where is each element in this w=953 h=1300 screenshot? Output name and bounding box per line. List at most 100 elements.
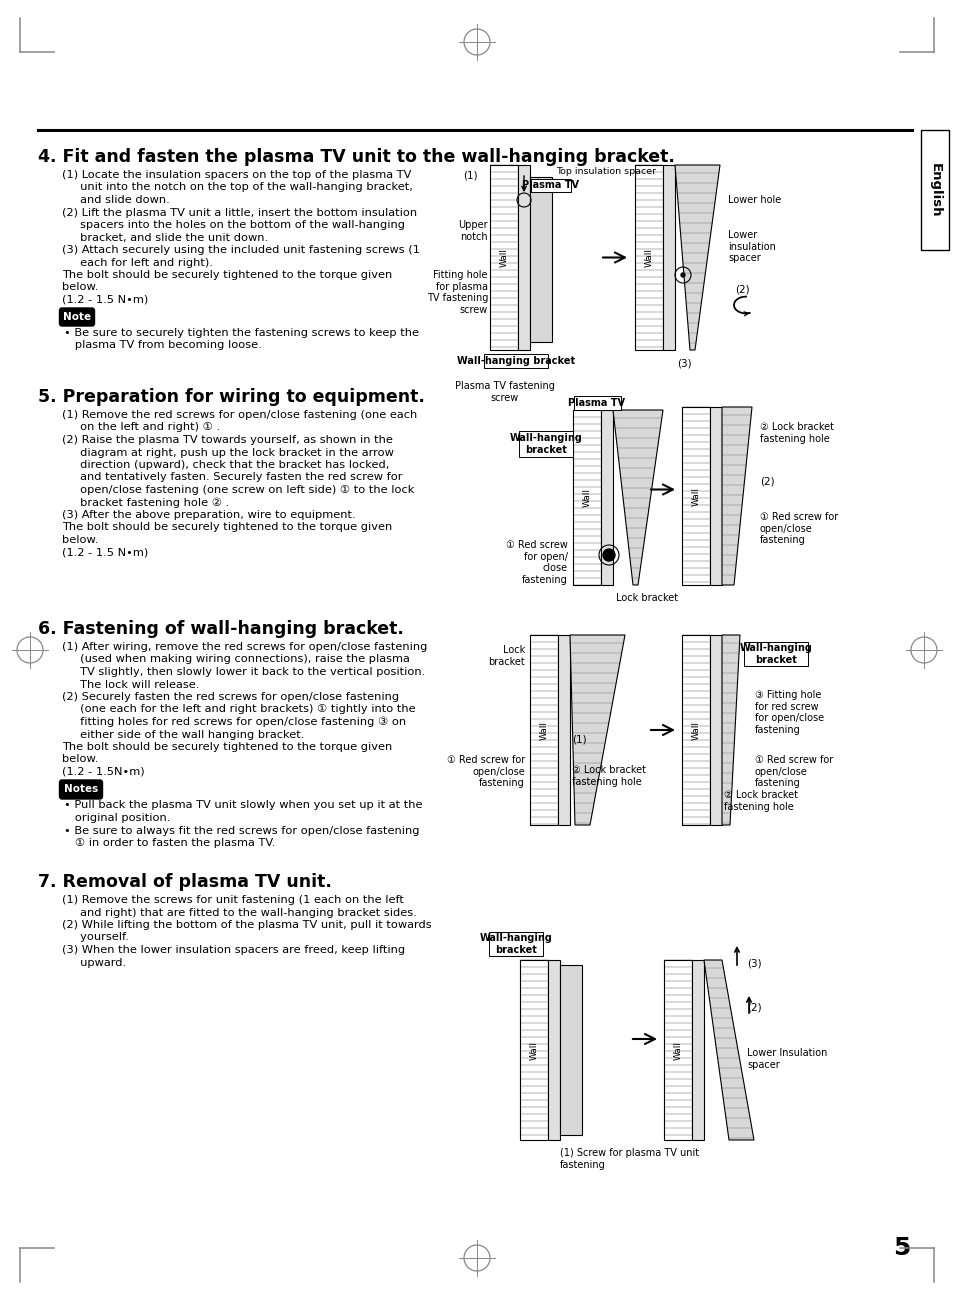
Text: The bolt should be securely tightened to the torque given: The bolt should be securely tightened to… <box>62 270 392 280</box>
Text: 5. Preparation for wiring to equipment.: 5. Preparation for wiring to equipment. <box>38 387 424 406</box>
Text: Plasma TV: Plasma TV <box>522 179 578 190</box>
Bar <box>490 165 517 350</box>
Text: below.: below. <box>62 282 98 293</box>
Bar <box>530 177 552 342</box>
Text: Wall: Wall <box>644 248 653 266</box>
Text: Top insulation spacer: Top insulation spacer <box>556 166 656 176</box>
Text: Wall-hanging bracket: Wall-hanging bracket <box>456 356 575 367</box>
Text: (2) Securely fasten the red screws for open/close fastening: (2) Securely fasten the red screws for o… <box>62 692 398 702</box>
Polygon shape <box>721 634 740 826</box>
Bar <box>530 634 558 826</box>
Bar <box>600 410 613 585</box>
Text: unit into the notch on the top of the wall-hanging bracket,: unit into the notch on the top of the wa… <box>62 182 413 192</box>
Text: and slide down.: and slide down. <box>62 195 170 205</box>
Text: ① Red screw for
open/close
fastening: ① Red screw for open/close fastening <box>754 755 832 788</box>
Text: ③ Fitting hole
for red screw
for open/close
fastening: ③ Fitting hole for red screw for open/cl… <box>754 690 823 734</box>
Text: (1) Remove the screws for unit fastening (1 each on the left: (1) Remove the screws for unit fastening… <box>62 894 403 905</box>
Polygon shape <box>569 634 624 826</box>
Text: Wall: Wall <box>529 1040 537 1059</box>
Text: below.: below. <box>62 536 98 545</box>
Text: Plasma TV fastening
screw: Plasma TV fastening screw <box>455 381 555 403</box>
Text: open/close fastening (one screw on left side) ① to the lock: open/close fastening (one screw on left … <box>62 485 414 495</box>
Text: (1.2 - 1.5N•m): (1.2 - 1.5N•m) <box>62 767 145 777</box>
Text: The lock will release.: The lock will release. <box>62 680 199 689</box>
Bar <box>558 634 569 826</box>
Text: Wall: Wall <box>499 248 508 266</box>
Circle shape <box>680 273 684 277</box>
Text: Wall: Wall <box>582 488 591 507</box>
Text: (2): (2) <box>734 285 749 295</box>
Text: Wall: Wall <box>673 1040 681 1059</box>
Text: (3): (3) <box>746 958 760 968</box>
Text: ② Lock bracket
fastening hole: ② Lock bracket fastening hole <box>760 422 833 443</box>
Text: 7. Removal of plasma TV unit.: 7. Removal of plasma TV unit. <box>38 874 332 890</box>
Text: Plasma TV: Plasma TV <box>568 398 625 408</box>
Text: (2): (2) <box>760 477 774 488</box>
Text: • Be sure to always fit the red screws for open/close fastening: • Be sure to always fit the red screws f… <box>64 826 419 836</box>
Text: (1): (1) <box>572 734 586 745</box>
Text: Wall: Wall <box>691 720 700 740</box>
Text: ② Lock bracket
fastening hole: ② Lock bracket fastening hole <box>572 764 645 786</box>
Text: bracket, and slide the unit down.: bracket, and slide the unit down. <box>62 233 268 243</box>
Text: Wall-hanging
bracket: Wall-hanging bracket <box>509 433 582 455</box>
Text: (2) Raise the plasma TV towards yourself, as shown in the: (2) Raise the plasma TV towards yourself… <box>62 436 393 445</box>
Polygon shape <box>613 410 662 585</box>
Text: diagram at right, push up the lock bracket in the arrow: diagram at right, push up the lock brack… <box>62 447 394 458</box>
Text: (1) Locate the insulation spacers on the top of the plasma TV: (1) Locate the insulation spacers on the… <box>62 170 411 179</box>
Text: English: English <box>927 162 941 217</box>
Bar <box>635 165 662 350</box>
Bar <box>547 959 559 1140</box>
FancyBboxPatch shape <box>489 932 542 955</box>
Text: Note: Note <box>63 312 91 322</box>
FancyBboxPatch shape <box>743 642 807 666</box>
Polygon shape <box>675 165 720 350</box>
Text: fitting holes for red screws for open/close fastening ③ on: fitting holes for red screws for open/cl… <box>62 718 406 728</box>
Polygon shape <box>721 407 751 585</box>
Text: (used when making wiring connections), raise the plasma: (used when making wiring connections), r… <box>62 654 410 664</box>
FancyBboxPatch shape <box>59 780 102 800</box>
Bar <box>559 965 581 1135</box>
Bar <box>681 634 709 826</box>
Text: Wall-hanging
bracket: Wall-hanging bracket <box>479 933 552 954</box>
Text: yourself.: yourself. <box>62 932 129 942</box>
Text: (2): (2) <box>746 1004 760 1013</box>
Text: on the left and right) ① .: on the left and right) ① . <box>62 422 220 433</box>
Bar <box>709 634 721 826</box>
Text: (3) After the above preparation, wire to equipment.: (3) After the above preparation, wire to… <box>62 510 355 520</box>
Text: Upper
notch: Upper notch <box>457 220 488 242</box>
Text: (3): (3) <box>677 358 691 368</box>
Text: ② Lock bracket
fastening hole: ② Lock bracket fastening hole <box>723 790 797 811</box>
Text: (1.2 - 1.5 N•m): (1.2 - 1.5 N•m) <box>62 295 148 306</box>
Text: Notes: Notes <box>64 784 98 794</box>
Bar <box>662 165 675 350</box>
Text: upward.: upward. <box>62 958 126 967</box>
Text: plasma TV from becoming loose.: plasma TV from becoming loose. <box>64 341 261 350</box>
Text: ① Red screw for
open/close
fastening: ① Red screw for open/close fastening <box>760 512 838 545</box>
Text: ① in order to fasten the plasma TV.: ① in order to fasten the plasma TV. <box>64 838 275 848</box>
FancyBboxPatch shape <box>59 308 94 326</box>
Text: (1) Remove the red screws for open/close fastening (one each: (1) Remove the red screws for open/close… <box>62 410 416 420</box>
Text: 6. Fastening of wall-hanging bracket.: 6. Fastening of wall-hanging bracket. <box>38 620 403 638</box>
Text: ① Red screw
for open/
close
fastening: ① Red screw for open/ close fastening <box>506 540 567 585</box>
Text: bracket fastening hole ② .: bracket fastening hole ② . <box>62 498 229 508</box>
Text: Wall: Wall <box>691 486 700 506</box>
FancyBboxPatch shape <box>574 396 620 410</box>
Text: Wall-hanging
bracket: Wall-hanging bracket <box>739 644 812 664</box>
Text: Lower Insulation
spacer: Lower Insulation spacer <box>746 1048 826 1070</box>
Bar <box>519 959 547 1140</box>
Text: (1): (1) <box>463 170 477 179</box>
Text: 5: 5 <box>892 1236 909 1260</box>
FancyBboxPatch shape <box>483 354 547 368</box>
Bar <box>517 165 530 350</box>
Text: TV slightly, then slowly lower it back to the vertical position.: TV slightly, then slowly lower it back t… <box>62 667 425 677</box>
Text: 4. Fit and fasten the plasma TV unit to the wall-hanging bracket.: 4. Fit and fasten the plasma TV unit to … <box>38 148 674 166</box>
Circle shape <box>602 549 615 562</box>
Text: (2) While lifting the bottom of the plasma TV unit, pull it towards: (2) While lifting the bottom of the plas… <box>62 920 431 930</box>
FancyBboxPatch shape <box>518 432 573 458</box>
Text: Wall: Wall <box>539 720 548 740</box>
Text: (one each for the left and right brackets) ① tightly into the: (one each for the left and right bracket… <box>62 705 416 715</box>
Bar <box>573 410 600 585</box>
Text: • Pull back the plasma TV unit slowly when you set up it at the: • Pull back the plasma TV unit slowly wh… <box>64 801 422 810</box>
Bar <box>691 959 703 1140</box>
Text: (3) Attach securely using the included unit fastening screws (1: (3) Attach securely using the included u… <box>62 244 419 255</box>
